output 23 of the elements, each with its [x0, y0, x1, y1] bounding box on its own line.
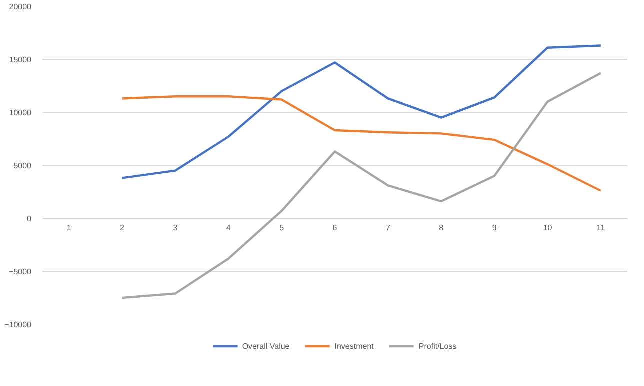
x-tick-label: 2 — [120, 224, 126, 232]
line-series — [121, 44, 602, 180]
legend-label: Investment — [334, 342, 374, 350]
x-tick-label: 5 — [280, 224, 285, 232]
y-tick-label: 10000 — [9, 108, 32, 118]
x-tick-label: 8 — [439, 224, 444, 232]
y-tick-label: 20000 — [9, 2, 32, 12]
x-tick-label: 11 — [596, 224, 606, 232]
y-tick-label: −5000 — [9, 268, 32, 276]
x-tick-label: 9 — [492, 224, 498, 232]
line-series — [121, 96, 602, 192]
legend-label: Overall Value — [242, 342, 290, 350]
x-tick-label: 1 — [66, 224, 72, 232]
x-tick-label: 10 — [543, 224, 553, 232]
legend-label: Profit/Loss — [418, 342, 457, 350]
y-tick-label: 15000 — [9, 56, 32, 64]
y-tick-label: 5000 — [14, 162, 32, 170]
x-tick-label: 6 — [332, 224, 338, 232]
x-tick-label: 7 — [386, 224, 391, 232]
y-tick-label: 0 — [27, 214, 32, 224]
x-tick-label: 4 — [226, 224, 232, 232]
x-tick-label: 3 — [173, 224, 178, 232]
y-tick-label: −10000 — [4, 320, 32, 330]
